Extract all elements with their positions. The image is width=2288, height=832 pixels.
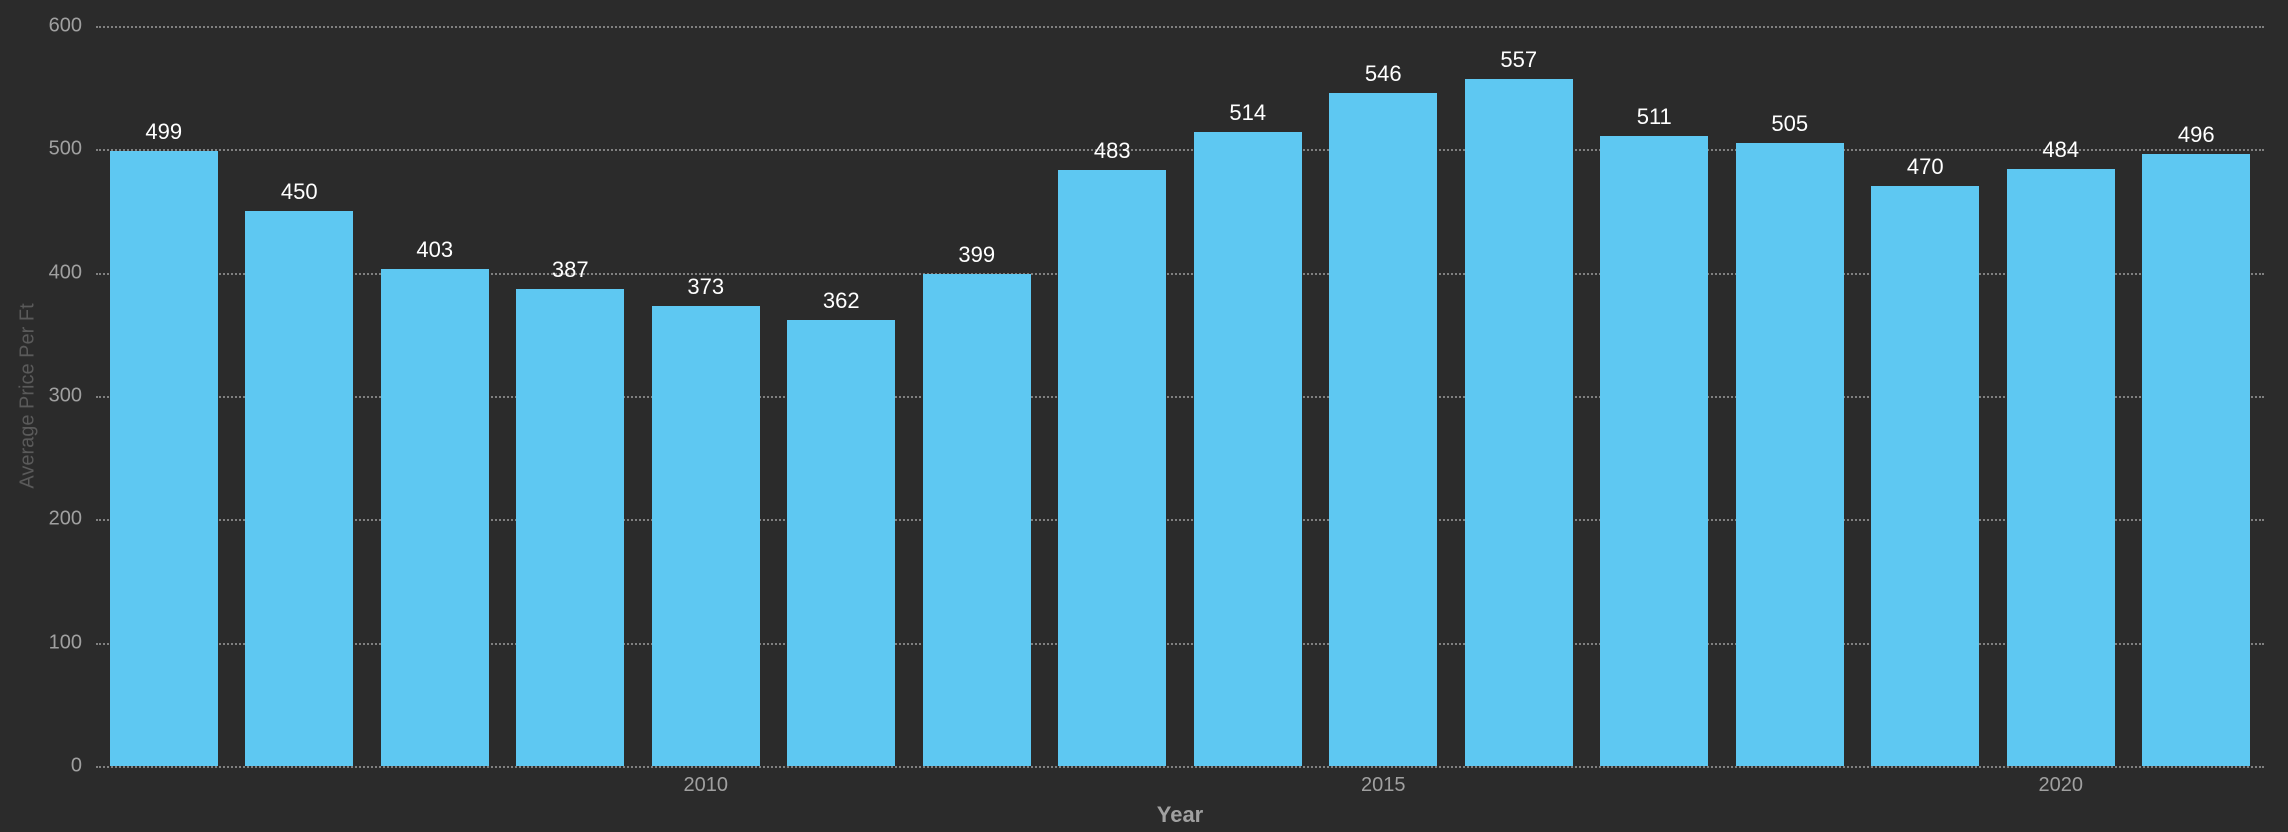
bar-value-label: 373 [687, 274, 724, 300]
bar [245, 211, 353, 766]
bar-value-label: 514 [1229, 100, 1266, 126]
bar-value-label: 450 [281, 179, 318, 205]
bar [1194, 132, 1302, 766]
bar [381, 269, 489, 766]
y-tick-label: 400 [49, 261, 82, 284]
bar-chart: 499 450 403 387 373 362 399 483 514 546 557 511 505 4… [0, 0, 2288, 832]
y-tick-label: 600 [49, 15, 82, 38]
bar [110, 151, 218, 766]
bar-value-label: 362 [823, 288, 860, 314]
bar-value-label: 483 [1094, 138, 1131, 164]
bar-value-label: 403 [416, 237, 453, 263]
bar-value-label: 511 [1637, 104, 1672, 130]
bar-value-label: 387 [552, 257, 589, 283]
y-axis-title: Average Price Per Ft [17, 303, 40, 488]
bar-value-label: 546 [1365, 61, 1402, 87]
y-tick-label: 100 [49, 631, 82, 654]
y-tick-label: 200 [49, 508, 82, 531]
y-tick-label: 0 [71, 755, 82, 778]
x-tick-label: 2015 [1361, 774, 1406, 797]
bar-value-label: 470 [1907, 154, 1944, 180]
x-tick-label: 2010 [684, 774, 729, 797]
bar-value-label: 557 [1500, 47, 1537, 73]
bar [1871, 186, 1979, 766]
bar [923, 274, 1031, 766]
bar [1600, 136, 1708, 766]
gridline [96, 766, 2264, 768]
bar [1465, 79, 1573, 766]
bar-value-label: 505 [1771, 111, 1808, 137]
bar [1058, 170, 1166, 766]
bar-value-label: 496 [2178, 122, 2215, 148]
y-tick-label: 500 [49, 138, 82, 161]
bar [2007, 169, 2115, 766]
bar [1329, 93, 1437, 766]
bar-value-label: 499 [145, 119, 182, 145]
plot-area: 499 450 403 387 373 362 399 483 514 546 557 511 505 4… [96, 26, 2264, 766]
bar [787, 320, 895, 766]
bar-value-label: 399 [958, 242, 995, 268]
bar [516, 289, 624, 766]
bar-value-label: 484 [2042, 137, 2079, 163]
bar [2142, 154, 2250, 766]
y-tick-label: 300 [49, 385, 82, 408]
gridline [96, 149, 2264, 151]
bar [652, 306, 760, 766]
x-tick-label: 2020 [2039, 774, 2084, 797]
bar [1736, 143, 1844, 766]
x-axis-title: Year [1157, 802, 1204, 828]
gridline [96, 26, 2264, 28]
